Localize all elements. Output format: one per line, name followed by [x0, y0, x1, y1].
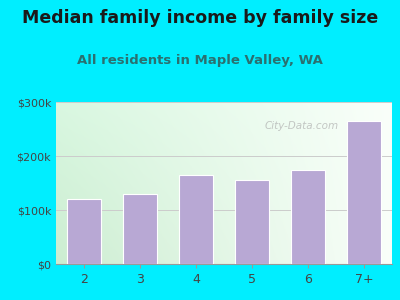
Bar: [179, 175, 213, 264]
Text: Median family income by family size: Median family income by family size: [22, 9, 378, 27]
Bar: [67, 199, 101, 264]
Text: All residents in Maple Valley, WA: All residents in Maple Valley, WA: [77, 54, 323, 67]
Bar: [123, 194, 157, 264]
Text: City-Data.com: City-Data.com: [264, 122, 338, 131]
Bar: [291, 169, 325, 264]
Bar: [235, 180, 269, 264]
Bar: [347, 121, 381, 264]
